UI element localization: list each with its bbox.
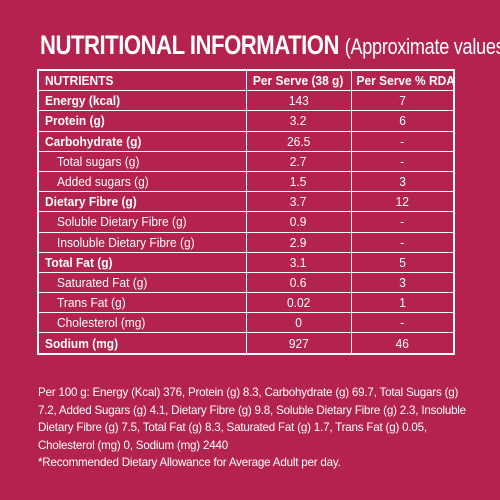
per-serve-value: 0	[245, 312, 351, 333]
nutrient-name: Total Fat (g)	[38, 251, 246, 273]
nutrient-name: Protein (g)	[38, 110, 246, 132]
rda-value: 46	[350, 332, 454, 354]
table-row: Total Fat (g) 3.1 5	[38, 251, 454, 273]
table-header-row: NUTRIENTS Per Serve (38 g) Per Serve % R…	[38, 69, 454, 91]
table-row: Carbohydrate (g) 26.5-	[38, 130, 454, 152]
per-serve-value: 1.5	[245, 170, 351, 192]
nutrition-table: NUTRIENTS Per Serve (38 g) Per Serve % R…	[37, 69, 455, 355]
rda-value: -	[350, 130, 454, 152]
per-serve-value: 2.9	[245, 231, 351, 253]
rda-value: -	[350, 312, 454, 333]
per-serve-value: 927	[245, 332, 351, 354]
per-serve-value: 3.2	[245, 110, 351, 132]
table-row: Total sugars (g) 2.7-	[38, 150, 454, 172]
table-row: Soluble Dietary Fibre (g) 0.9-	[38, 211, 454, 232]
table-body: Energy (kcal) 143 7 Protein (g) 3.2 6 Carbohyd…	[38, 90, 454, 354]
rda-value: 7	[350, 90, 454, 111]
rda-value: -	[350, 150, 454, 172]
table-row: Dietary Fibre (g) 3.7 12	[38, 191, 454, 212]
per-serve-value: 2.7	[245, 150, 351, 172]
table-row: Trans Fat (g) 0.02 1	[38, 292, 454, 313]
title-main: NUTRITIONAL INFORMATION	[40, 30, 340, 60]
table-row: Sodium (mg) 927 46	[38, 332, 454, 354]
nutrient-name: Energy (kcal)	[38, 90, 246, 111]
rda-value: 1	[350, 292, 454, 313]
rda-value: 5	[350, 251, 454, 273]
footnotes: Per 100 g: Energy (Kcal) 376, Protein (g…	[38, 384, 478, 472]
table-row: Protein (g) 3.2 6	[38, 110, 454, 132]
table-row: Cholesterol (mg) 0-	[38, 312, 454, 333]
header-rda: Per Serve % RDA*	[350, 69, 454, 91]
nutrient-name: Insoluble Dietary Fibre (g)	[38, 231, 246, 253]
header-per-serve: Per Serve (38 g)	[245, 69, 351, 91]
rda-value: 3	[350, 271, 454, 293]
rda-value: -	[350, 231, 454, 253]
table-row: Energy (kcal) 143 7	[38, 90, 454, 111]
rda-value: 12	[350, 191, 454, 212]
nutrient-name: Sodium (mg)	[38, 332, 246, 354]
table-row: Insoluble Dietary Fibre (g) 2.9-	[38, 231, 454, 253]
nutrient-name: Dietary Fibre (g)	[38, 191, 246, 212]
per-serve-value: 143	[245, 90, 351, 111]
rda-note: *Recommended Dietary Allowance for Avera…	[38, 456, 341, 469]
nutrient-name: Soluble Dietary Fibre (g)	[38, 211, 246, 232]
header-nutrients: NUTRIENTS	[38, 69, 246, 91]
rda-value: -	[350, 211, 454, 232]
per-serve-value: 0.6	[245, 271, 351, 293]
nutrient-name: Trans Fat (g)	[38, 292, 246, 313]
nutrient-name: Added sugars (g)	[38, 170, 246, 192]
per-serve-value: 0.02	[245, 292, 351, 313]
nutrient-name: Total sugars (g)	[38, 150, 246, 172]
per-100g-note: Per 100 g: Energy (Kcal) 376, Protein (g…	[38, 386, 466, 452]
title-subtitle: (Approximate values)	[344, 34, 500, 59]
per-serve-value: 0.9	[245, 211, 351, 232]
table-row: Added sugars (g) 1.5 3	[38, 170, 454, 192]
nutrient-name: Cholesterol (mg)	[38, 312, 246, 333]
table-row: Saturated Fat (g) 0.6 3	[38, 271, 454, 293]
panel-title: NUTRITIONAL INFORMATION (Approximate val…	[40, 30, 500, 61]
nutrient-name: Carbohydrate (g)	[38, 130, 246, 152]
rda-value: 3	[350, 170, 454, 192]
nutrient-name: Saturated Fat (g)	[38, 271, 246, 293]
per-serve-value: 3.7	[245, 191, 351, 212]
per-serve-value: 3.1	[245, 251, 351, 273]
rda-value: 6	[350, 110, 454, 132]
per-serve-value: 26.5	[245, 130, 351, 152]
